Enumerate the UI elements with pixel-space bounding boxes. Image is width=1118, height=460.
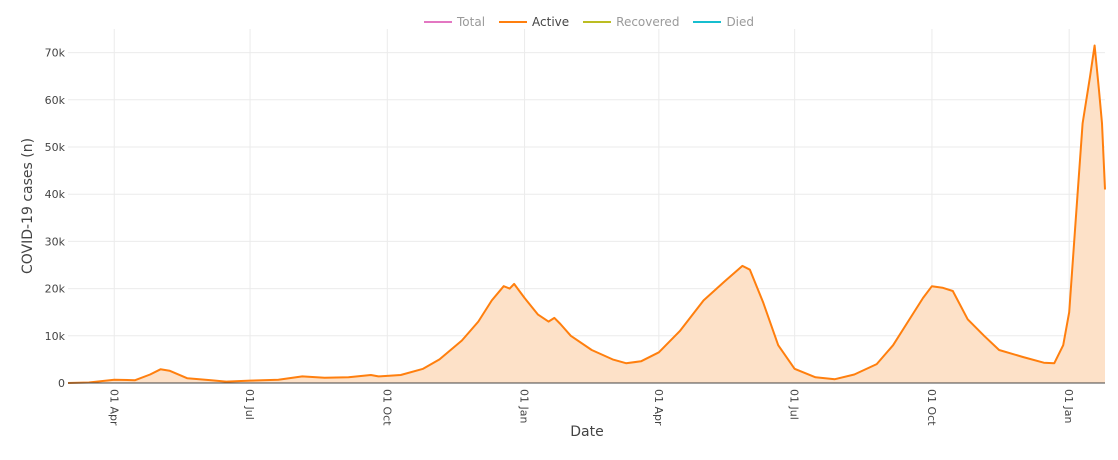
x-tick-label: 01 Jan: [518, 389, 531, 423]
legend: Total Active Recovered Died: [424, 15, 768, 29]
legend-item-total[interactable]: Total: [424, 15, 485, 29]
x-tick-label: 01 Oct: [380, 389, 393, 426]
legend-label-died: Died: [726, 15, 755, 29]
legend-swatch-recovered: [583, 21, 612, 23]
y-tick-label: 70k: [45, 47, 66, 60]
y-axis-title: COVID-19 cases (n): [20, 138, 36, 274]
legend-swatch-total: [424, 21, 452, 23]
y-tick-label: 30k: [45, 235, 66, 248]
x-tick-label: 01 Jul: [788, 389, 801, 420]
legend-item-recovered[interactable]: Recovered: [583, 15, 679, 29]
y-tick-label: 20k: [45, 283, 66, 296]
y-tick-label: 10k: [45, 330, 66, 343]
x-tick-label: 01 Oct: [925, 389, 938, 426]
y-tick-label: 40k: [45, 188, 66, 201]
legend-label-total: Total: [457, 15, 486, 29]
series-line-active: [67, 44, 1106, 384]
axes: 0 10k 20k 30k 40k 50k 60k 70k 01 Apr 01 Jul 01 Oct…: [45, 47, 1105, 426]
x-tick-label: 01 Jul: [243, 389, 256, 420]
legend-swatch-died: [693, 21, 722, 23]
x-tick-label: 01 Apr: [652, 389, 665, 426]
legend-label-active: Active: [532, 15, 570, 29]
legend-item-active[interactable]: Active: [499, 15, 569, 29]
x-tick-label: 01 Apr: [107, 389, 120, 426]
legend-label-recovered: Recovered: [616, 15, 680, 29]
series-fill-active: [68, 45, 1105, 383]
active-area: [67, 44, 1106, 384]
y-tick-label: 60k: [45, 94, 66, 107]
legend-swatch-active: [499, 21, 528, 23]
x-axis-title: Date: [570, 424, 603, 440]
y-tick-label: 0: [58, 377, 65, 390]
x-tick-label: 01 Jan: [1062, 389, 1075, 423]
legend-item-died[interactable]: Died: [693, 15, 754, 29]
y-tick-label: 50k: [45, 141, 66, 154]
